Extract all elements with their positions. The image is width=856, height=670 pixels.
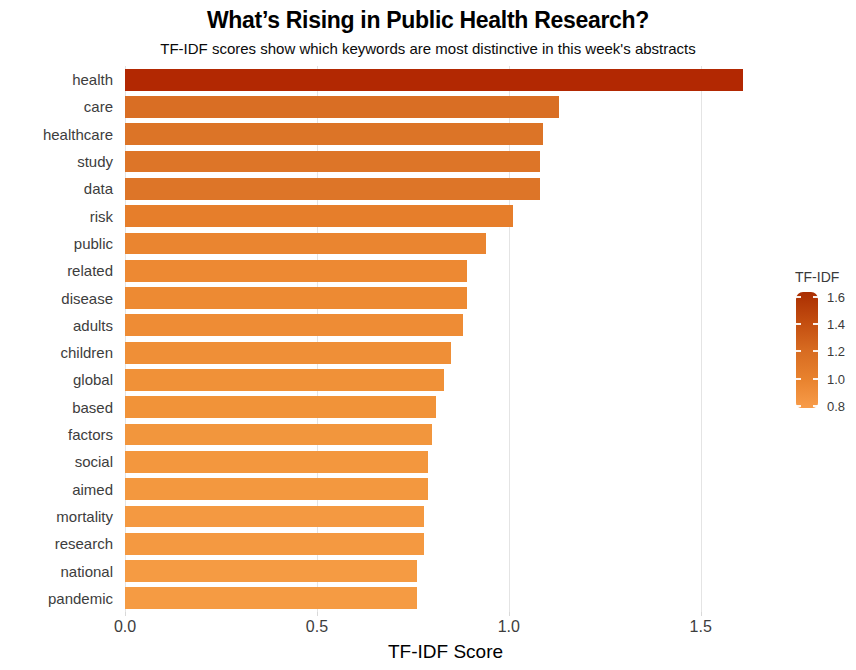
bar-mortality xyxy=(125,506,424,528)
y-axis-label-pandemic: pandemic xyxy=(0,591,113,606)
legend-tick-label: 1.6 xyxy=(827,291,845,304)
x-tick-mark xyxy=(125,612,126,616)
bar-study xyxy=(125,151,540,173)
x-tick-label: 1.5 xyxy=(690,618,712,636)
y-axis-label-data: data xyxy=(0,181,113,196)
x-tick-label: 1.0 xyxy=(498,618,520,636)
legend-title: TF-IDF xyxy=(795,269,839,285)
y-axis-label-social: social xyxy=(0,454,113,469)
bar-children xyxy=(125,342,451,364)
bar-adults xyxy=(125,314,463,336)
bar-research xyxy=(125,533,424,555)
bar-national xyxy=(125,560,417,582)
legend-tick-mark xyxy=(813,350,818,352)
y-axis-label-risk: risk xyxy=(0,209,113,224)
bar-risk xyxy=(125,205,513,227)
y-axis-label-healthcare: healthcare xyxy=(0,127,113,142)
x-tick-label: 0.0 xyxy=(114,618,136,636)
legend-tick-label: 1.4 xyxy=(827,318,845,331)
gridline xyxy=(125,66,126,612)
legend-tick-mark xyxy=(813,378,818,380)
y-axis-label-research: research xyxy=(0,536,113,551)
chart-subtitle: TF-IDF scores show which keywords are mo… xyxy=(0,40,856,57)
x-tick-mark xyxy=(509,612,510,616)
bar-healthcare xyxy=(125,123,543,145)
legend-tick-mark xyxy=(796,405,801,407)
y-axis-label-based: based xyxy=(0,400,113,415)
bar-health xyxy=(125,69,743,91)
gridline xyxy=(701,66,702,612)
y-axis-label-global: global xyxy=(0,372,113,387)
x-tick-mark xyxy=(701,612,702,616)
bar-social xyxy=(125,451,428,473)
bar-global xyxy=(125,369,444,391)
y-axis-label-national: national xyxy=(0,564,113,579)
legend-tick-mark xyxy=(813,323,818,325)
x-tick-label: 0.5 xyxy=(306,618,328,636)
bar-factors xyxy=(125,424,432,446)
y-axis-label-public: public xyxy=(0,236,113,251)
legend-tick-mark xyxy=(813,405,818,407)
y-axis-label-adults: adults xyxy=(0,318,113,333)
gridline xyxy=(317,66,318,612)
legend-tick-mark xyxy=(796,296,801,298)
y-axis-label-aimed: aimed xyxy=(0,482,113,497)
bar-pandemic xyxy=(125,587,417,609)
plot-area xyxy=(125,66,766,612)
y-axis-label-study: study xyxy=(0,154,113,169)
legend-tick-label: 1.2 xyxy=(827,345,845,358)
chart-canvas: What’s Rising in Public Health Research?… xyxy=(0,0,856,670)
bar-care xyxy=(125,96,559,118)
legend-tick-mark xyxy=(796,378,801,380)
y-axis-label-children: children xyxy=(0,345,113,360)
legend-tick-label: 1.0 xyxy=(827,373,845,386)
legend-tick-label: 0.8 xyxy=(827,400,845,413)
y-axis-label-related: related xyxy=(0,263,113,278)
legend-tick-mark xyxy=(796,323,801,325)
y-axis-labels: healthcarehealthcarestudydatariskpublicr… xyxy=(0,66,113,612)
y-axis-label-disease: disease xyxy=(0,291,113,306)
y-axis-label-health: health xyxy=(0,72,113,87)
legend-tick-mark xyxy=(813,296,818,298)
bar-related xyxy=(125,260,467,282)
y-axis-label-care: care xyxy=(0,99,113,114)
x-axis-title: TF-IDF Score xyxy=(125,641,766,663)
x-tick-mark xyxy=(317,612,318,616)
y-axis-label-mortality: mortality xyxy=(0,509,113,524)
legend-tick-mark xyxy=(796,350,801,352)
chart-title: What’s Rising in Public Health Research? xyxy=(0,7,856,34)
gridline xyxy=(509,66,510,612)
bar-based xyxy=(125,396,436,418)
bar-disease xyxy=(125,287,467,309)
bar-aimed xyxy=(125,478,428,500)
bar-public xyxy=(125,233,486,255)
y-axis-label-factors: factors xyxy=(0,427,113,442)
bar-data xyxy=(125,178,540,200)
